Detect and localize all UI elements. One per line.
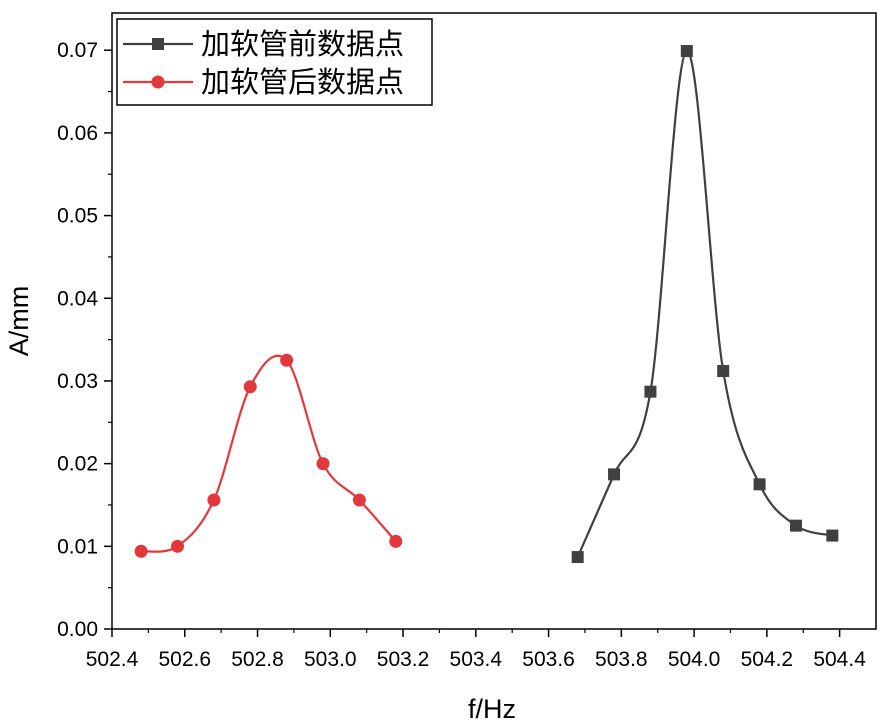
- legend-marker: [152, 38, 164, 50]
- data-point: [243, 380, 257, 394]
- x-tick-label: 502.6: [158, 648, 211, 671]
- data-point: [644, 385, 657, 398]
- data-point: [608, 468, 621, 481]
- legend-label: 加软管前数据点: [201, 27, 404, 61]
- data-point: [170, 539, 184, 553]
- y-tick-label: 0.01: [57, 535, 98, 558]
- legend-marker: [151, 75, 165, 89]
- y-tick-label: 0.02: [57, 453, 98, 476]
- x-tick-label: 504.4: [813, 648, 866, 671]
- x-tick-label: 503.0: [304, 648, 357, 671]
- data-point: [207, 493, 221, 507]
- x-tick-label: 502.8: [231, 648, 284, 671]
- x-tick-label: 504.2: [741, 648, 794, 671]
- y-axis-label: A/mm: [4, 286, 34, 357]
- data-point: [134, 544, 148, 558]
- data-point: [316, 457, 330, 471]
- x-tick-label: 503.4: [450, 648, 503, 671]
- y-tick-label: 0.04: [57, 287, 98, 310]
- data-point: [753, 478, 766, 491]
- axes: [111, 12, 877, 630]
- x-tick-label: 504.0: [668, 648, 721, 671]
- series-line: [576, 49, 833, 558]
- y-tick-label: 0.05: [57, 205, 98, 228]
- y-tick-label: 0.03: [57, 370, 98, 393]
- ticks: 502.4 502.6 502.8 503.0 503.2 503.4 503.6 503.8…: [57, 39, 866, 671]
- data-point: [826, 529, 839, 542]
- data-point: [680, 45, 693, 58]
- data-point: [789, 519, 802, 532]
- x-tick-label: 503.2: [377, 648, 430, 671]
- series-1: [134, 353, 403, 558]
- data-point: [571, 551, 584, 564]
- x-axis-label: f/Hz: [468, 694, 516, 724]
- data-point: [717, 365, 730, 378]
- legend-box: [116, 18, 433, 106]
- y-tick-label: 0.00: [57, 618, 98, 641]
- y-tick-label: 0.07: [57, 39, 98, 62]
- series-0: [571, 45, 839, 564]
- data-point: [352, 493, 366, 507]
- series-layer: [134, 45, 839, 564]
- plot-frame: [111, 12, 877, 630]
- x-tick-label: 503.6: [522, 648, 575, 671]
- x-tick-label: 502.4: [86, 648, 139, 671]
- y-tick-label: 0.06: [57, 122, 98, 145]
- series-line: [140, 354, 397, 553]
- data-point: [280, 353, 294, 367]
- x-tick-label: 503.8: [595, 648, 648, 671]
- legend-label: 加软管后数据点: [201, 65, 404, 99]
- data-point: [389, 534, 403, 548]
